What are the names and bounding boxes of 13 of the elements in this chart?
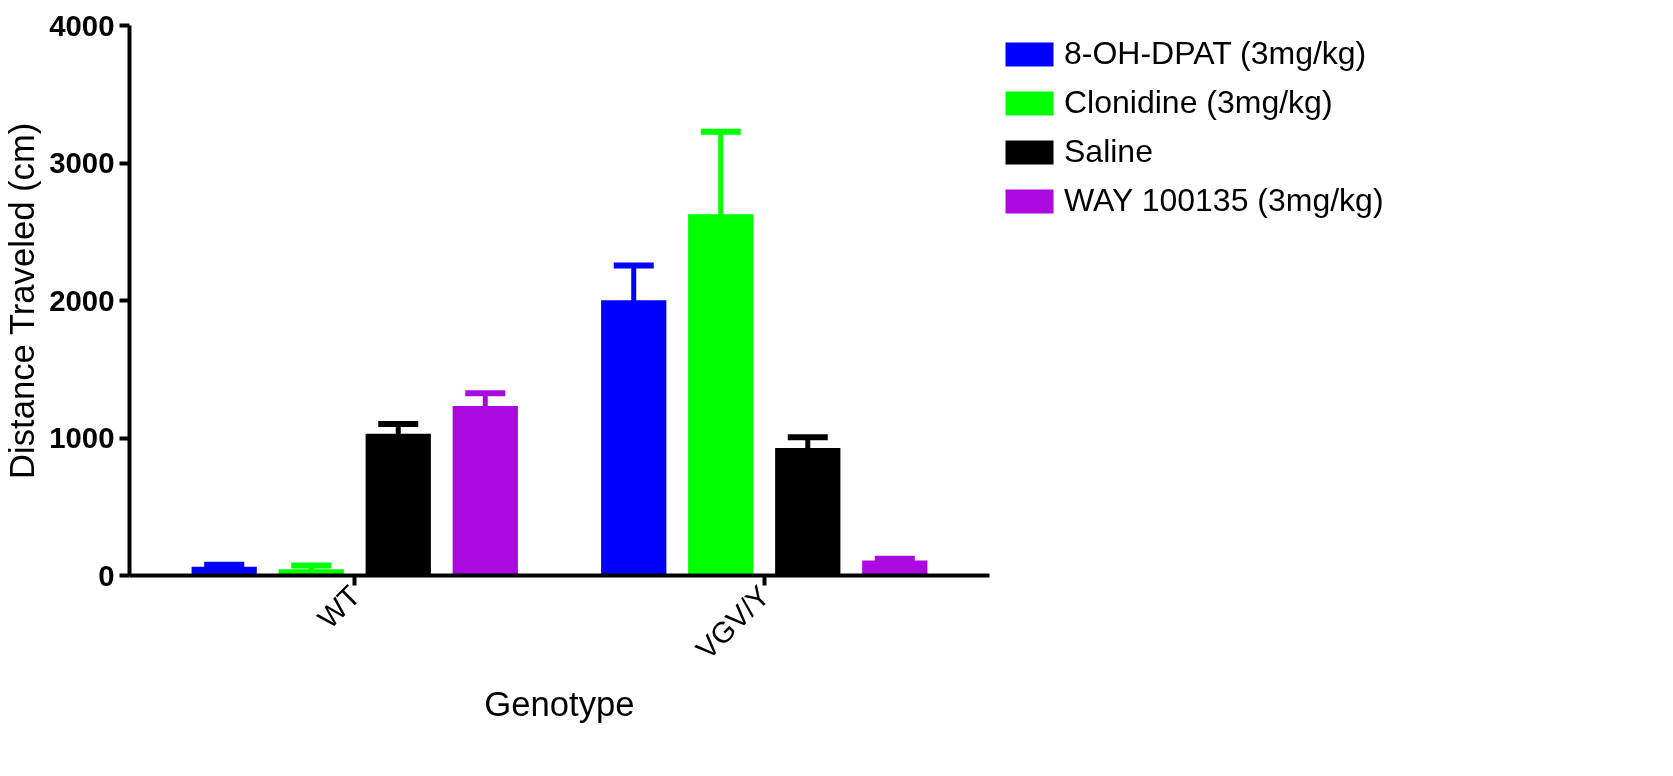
bar [862,560,928,576]
legend-label: Clonidine (3mg/kg) [1064,84,1333,121]
x-axis-title: Genotype [484,685,635,724]
y-tick-label: 0 [98,558,115,592]
y-tick-label: 4000 [49,8,115,42]
legend-label: 8-OH-DPAT (3mg/kg) [1064,35,1367,72]
y-tick-label: 2000 [49,283,115,317]
legend-label: WAY 100135 (3mg/kg) [1064,182,1384,219]
legend-label: Saline [1064,133,1153,170]
y-axis-title: Distance Traveled (cm) [3,122,42,479]
x-tick-label: WT [310,578,367,635]
y-tick-label: 1000 [49,421,115,454]
y-tick-label: 3000 [49,146,115,179]
